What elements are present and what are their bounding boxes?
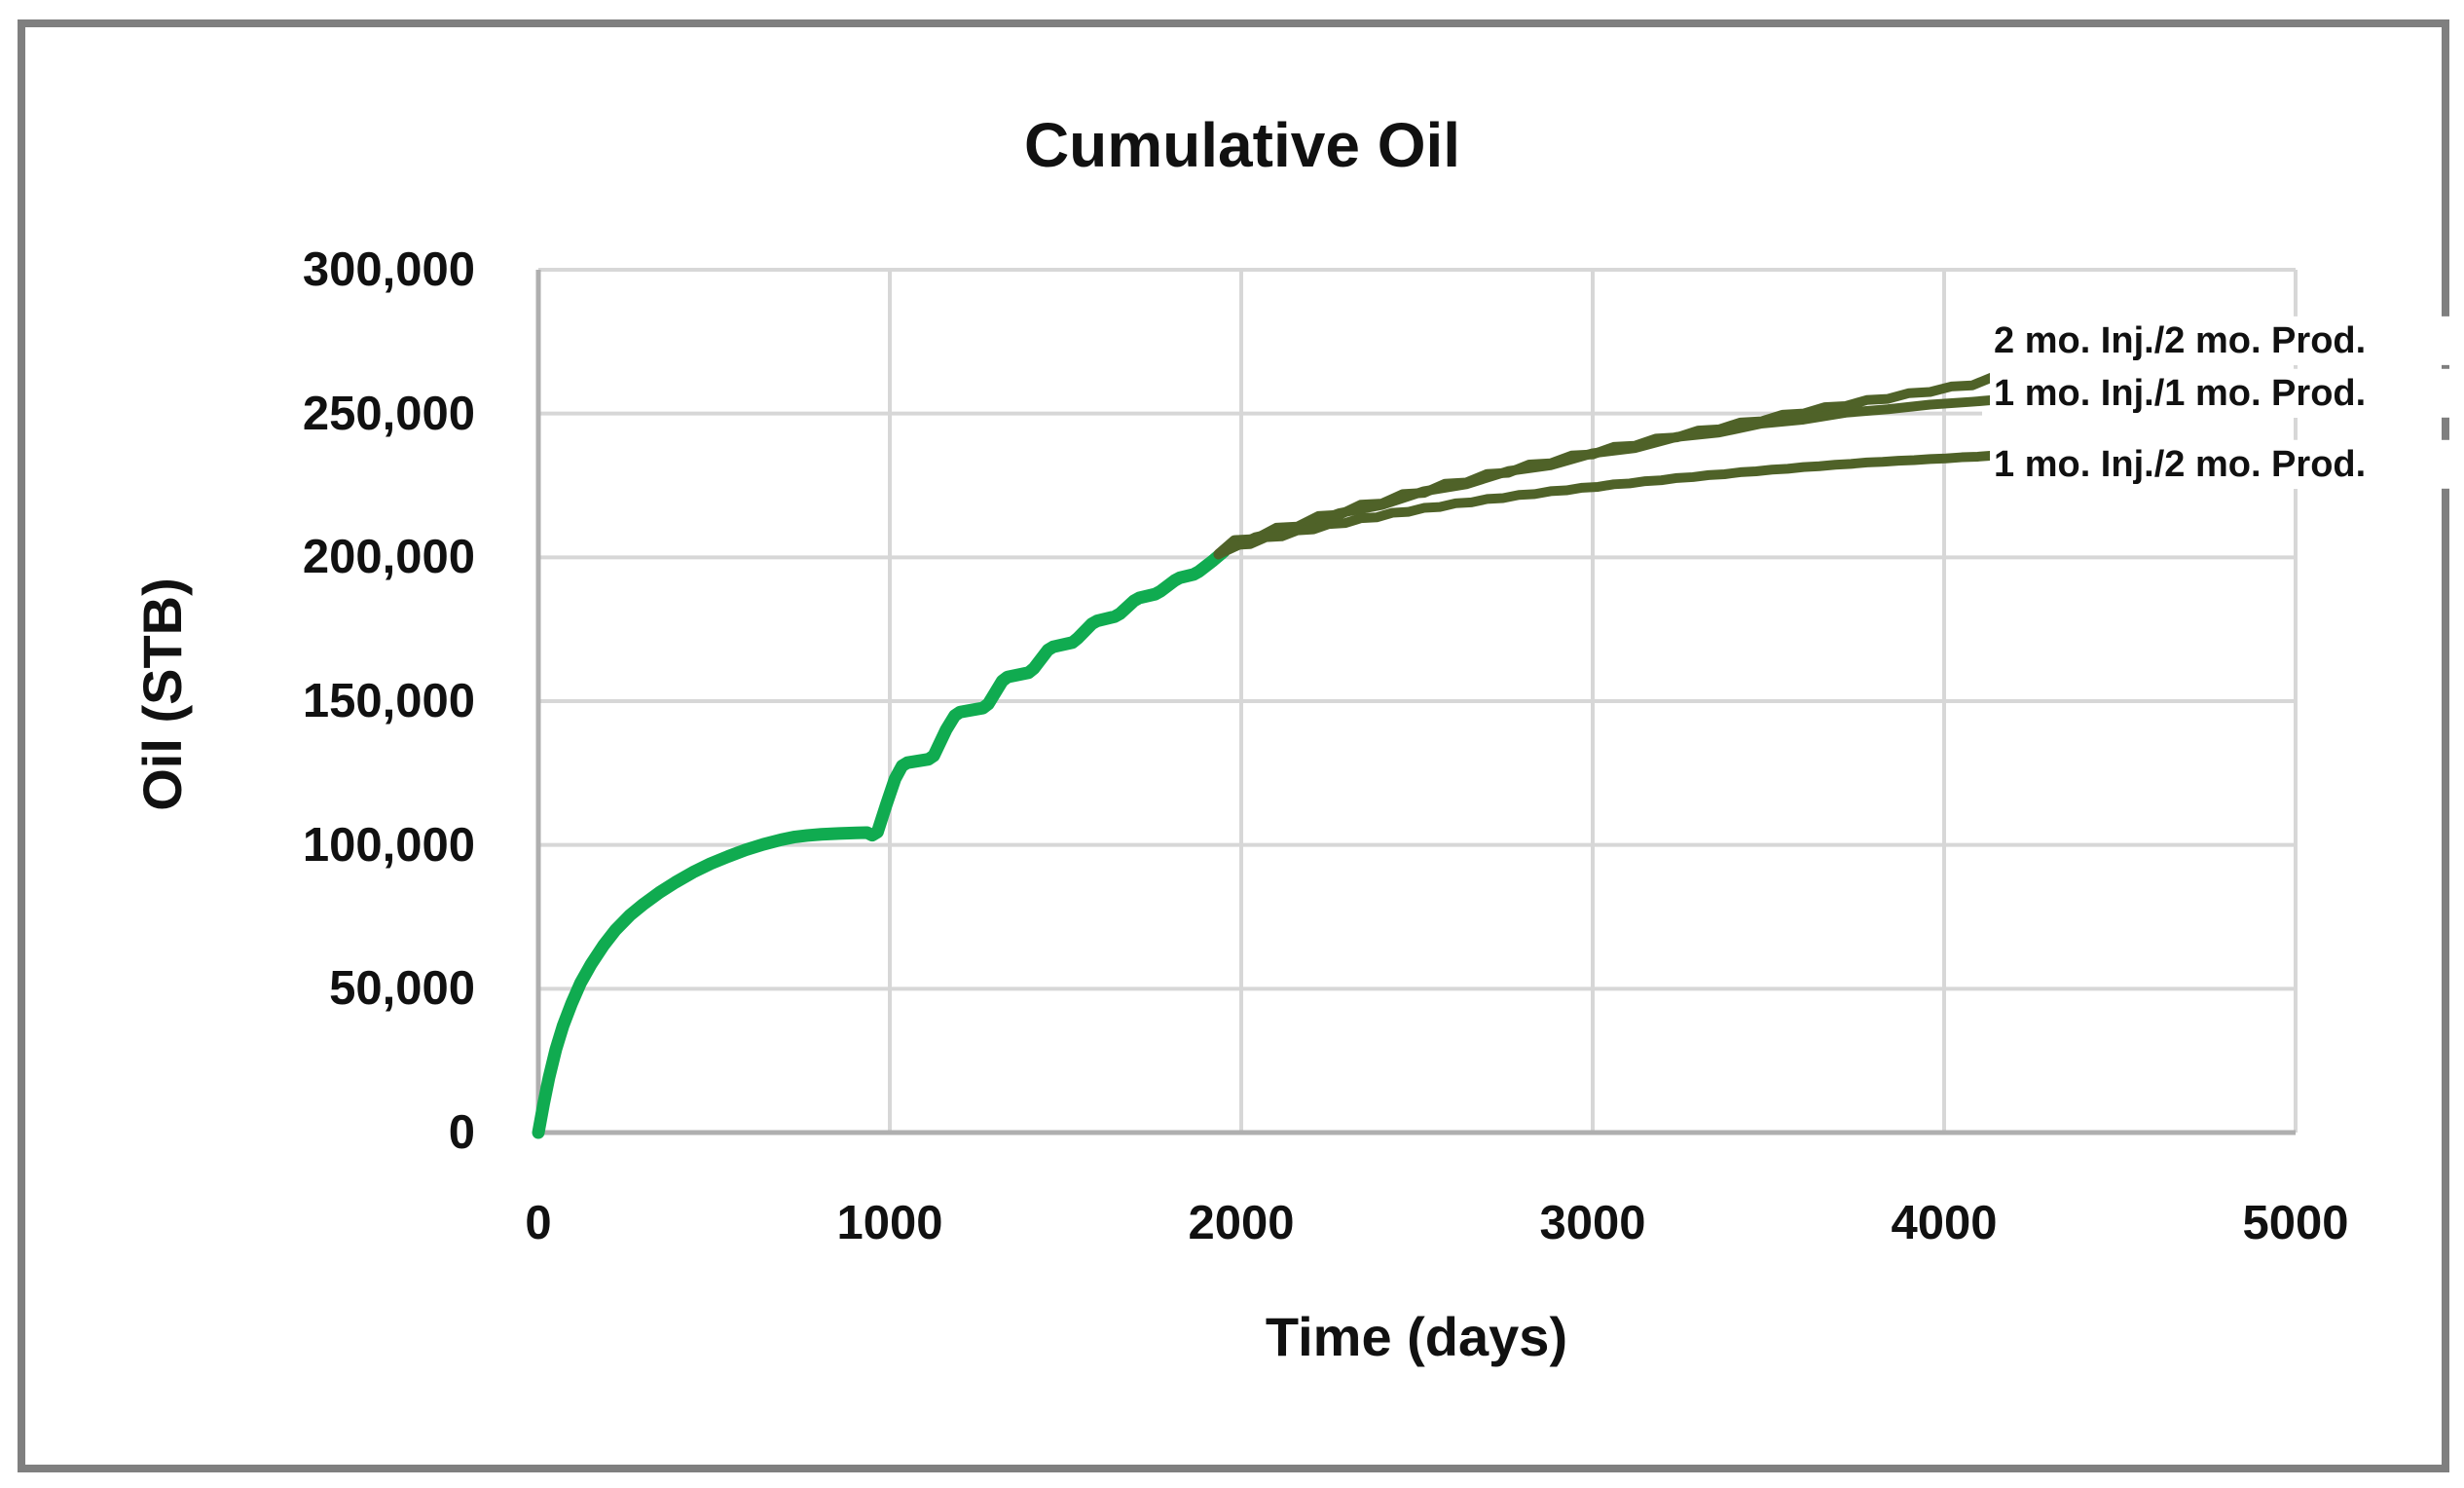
y-tick-label: 300,000: [302, 243, 475, 296]
series-label-1mo-inj-2mo-prod: 1 mo. Inj./2 mo. Prod.: [1990, 439, 2367, 489]
x-tick-label: 2000: [1188, 1197, 1295, 1249]
x-tick-label: 4000: [1891, 1197, 1998, 1249]
chart-title: Cumulative Oil: [1023, 110, 1461, 180]
y-tick-label: 200,000: [302, 531, 475, 584]
y-tick-label: 0: [448, 1106, 475, 1159]
x-tick-label: 1000: [836, 1197, 943, 1249]
x-axis-title: Time (days): [1265, 1306, 1568, 1367]
x-tick-label: 5000: [2242, 1197, 2349, 1249]
chart-frame: [18, 19, 2449, 1472]
x-tick-label: 3000: [1539, 1197, 1646, 1249]
series-line-1mo-inj-2mo-prod: [1213, 450, 1999, 560]
y-tick-label: 100,000: [302, 818, 475, 872]
series-label-1mo-inj-1mo-prod: 1 mo. Inj./1 mo. Prod.: [1990, 368, 2367, 418]
series-line-1mo-inj-1mo-prod: [1213, 394, 1999, 560]
y-tick-label: 250,000: [302, 387, 475, 440]
y-tick-label: 150,000: [302, 675, 475, 727]
x-tick-label: 0: [525, 1197, 552, 1249]
series-label-2mo-inj-2mo-prod: 2 mo. Inj./2 mo. Prod.: [1990, 316, 2367, 365]
series-line-history: [532, 544, 1231, 1139]
y-tick-label: 50,000: [329, 962, 475, 1016]
